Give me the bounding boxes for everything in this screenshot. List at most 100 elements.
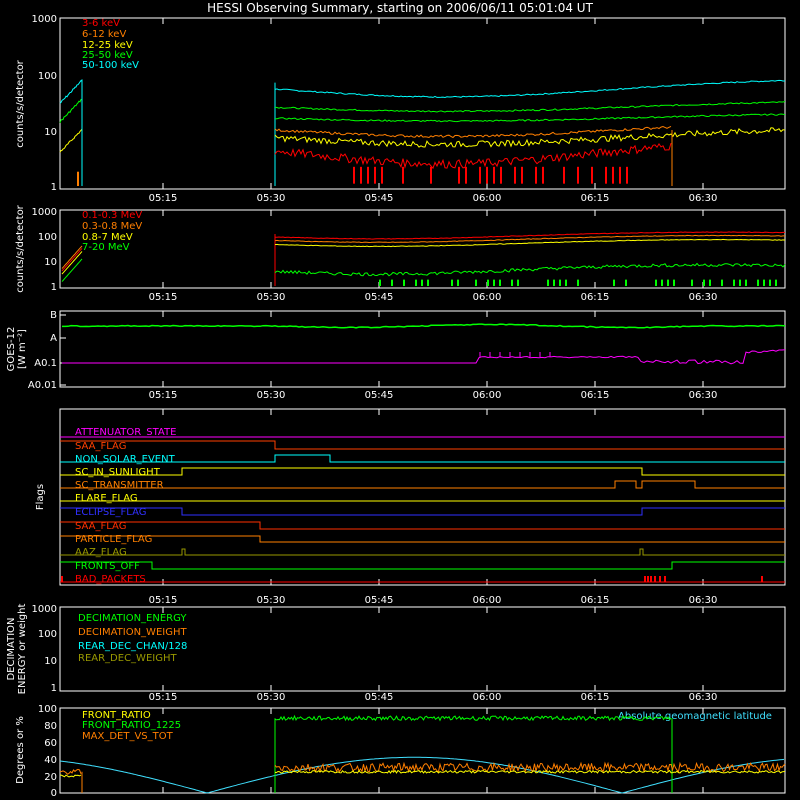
time-tick-label: 06:15 <box>581 595 610 606</box>
goes-ylabel-units: [W m⁻²] <box>17 329 28 369</box>
flag-line-transmitter <box>60 480 785 489</box>
panel-frame-lightcurves <box>59 17 786 190</box>
figure-title: HESSI Observing Summary, starting on 200… <box>207 1 593 15</box>
time-tick-label: 05:45 <box>365 595 394 606</box>
panel-frame-high-energy <box>59 209 786 289</box>
geomag-latitude-line <box>59 756 785 794</box>
time-tick-label: 05:45 <box>365 193 394 204</box>
series-line-pre <box>61 248 83 272</box>
y-tick-label: 80 <box>44 721 57 732</box>
ratios-ylabel: Degrees or % <box>15 716 26 784</box>
high-energy-ylabel: counts/s/detector <box>15 204 26 292</box>
max-det-line <box>274 761 786 774</box>
time-tick-label: 06:30 <box>689 193 718 204</box>
time-tick-label: 05:45 <box>365 390 394 401</box>
flag-line-non-solar <box>60 454 785 463</box>
time-tick-label: 06:30 <box>689 390 718 401</box>
series-line-0.1-0.3 <box>275 231 785 240</box>
legend-entry: 50-100 keV <box>82 60 139 71</box>
chart-marks <box>59 18 786 794</box>
flag-label: SC_IN_SUNLIGHT <box>75 467 161 478</box>
y-tick-label: 1000 <box>32 14 57 25</box>
y-tick-label: A0.01 <box>28 380 57 391</box>
time-tick-label: 05:30 <box>257 595 286 606</box>
legend-entry: FRONT_RATIO <box>82 710 151 721</box>
time-tick-label: 05:15 <box>149 292 178 303</box>
annotation-geomag-latitude: Absolute geomagnetic latitude <box>618 711 772 722</box>
time-axis-labels: 05:15 05:30 05:45 06:00 06:15 06:30 05:15 05:30… <box>149 193 718 703</box>
decimation-ylabel-2: ENERGY or weight <box>17 604 28 695</box>
series-line-6-12 <box>274 125 672 139</box>
panel-frame-ratios <box>59 707 786 794</box>
series-line-pre <box>61 251 83 275</box>
flag-label: FRONTS_OFF <box>75 561 140 572</box>
panel-frame-decimation <box>59 606 786 692</box>
panel-frame-flags <box>59 408 786 586</box>
goes-long-channel <box>62 323 786 329</box>
flag-label: SAA_FLAG <box>75 441 126 452</box>
y-tick-label: 1000 <box>32 604 57 615</box>
flag-label: FLARE_FLAG <box>75 493 138 504</box>
time-tick-label: 06:15 <box>581 193 610 204</box>
y-tick-label: 1 <box>51 182 57 193</box>
legend-entry: 25-50 keV <box>82 50 133 61</box>
legend-entry: MAX_DET_VS_TOT <box>82 731 174 742</box>
time-tick-label: 05:15 <box>149 595 178 606</box>
flag-line-aaz <box>60 548 785 556</box>
flag-label: ECLIPSE_FLAG <box>75 507 146 518</box>
flags-ylabel: Flags <box>35 484 46 510</box>
time-tick-label: 06:30 <box>689 692 718 703</box>
y-tick-label: 100 <box>38 704 57 715</box>
series-line-pre <box>59 98 83 123</box>
flag-label: ATTENUATOR_STATE <box>75 427 176 438</box>
legend-entry: DECIMATION_ENERGY <box>78 613 187 624</box>
time-tick-label: 06:15 <box>581 390 610 401</box>
lightcurves-ylabel: counts/s/detector <box>15 59 26 147</box>
y-tick-label: 20 <box>44 772 57 783</box>
flag-label: AAZ_FLAG <box>75 547 127 558</box>
flag-line-gap <box>60 440 785 450</box>
legend-entry: 0.8-7 MeV <box>82 232 133 243</box>
time-tick-label: 05:15 <box>149 193 178 204</box>
time-tick-label: 06:00 <box>473 193 502 204</box>
y-tick-label: 10 <box>44 257 57 268</box>
flag-line-eclipse <box>60 507 785 516</box>
time-tick-label: 05:30 <box>257 292 286 303</box>
time-tick-label: 05:15 <box>149 390 178 401</box>
series-line-pre <box>59 128 83 153</box>
time-tick-label: 06:00 <box>473 595 502 606</box>
y-tick-label: A0.1 <box>34 358 57 369</box>
y-tick-label: 100 <box>38 71 57 82</box>
legend-entry: REAR_DEC_CHAN/128 <box>78 641 187 652</box>
y-tick-label: 1000 <box>32 207 57 218</box>
legend-entry: 7-20 MeV <box>82 242 130 253</box>
y-tick-label: 10 <box>44 127 57 138</box>
time-tick-label: 05:30 <box>257 390 286 401</box>
series-line-7-20 <box>274 262 786 277</box>
flag-line-particle <box>60 535 785 543</box>
legend-entry: 6-12 keV <box>82 29 126 40</box>
time-tick-label: 06:00 <box>473 390 502 401</box>
y-tick-label: 1 <box>51 282 57 293</box>
time-tick-label: 05:45 <box>365 692 394 703</box>
legend-entry: DECIMATION_WEIGHT <box>78 627 187 638</box>
series-line-pre <box>61 245 83 269</box>
y-tick-label: 0 <box>51 788 57 799</box>
y-tick-label: 60 <box>44 738 57 749</box>
flag-label: SAA_FLAG <box>75 521 126 532</box>
time-tick-label: 06:00 <box>473 692 502 703</box>
time-tick-label: 06:15 <box>581 292 610 303</box>
time-tick-label: 05:30 <box>257 193 286 204</box>
time-tick-label: 06:15 <box>581 692 610 703</box>
flag-line-sunlight <box>60 467 785 476</box>
time-tick-label: 06:30 <box>689 595 718 606</box>
series-line-0.3-0.8 <box>274 234 785 244</box>
flag-label: PARTICLE_FLAG <box>75 534 152 545</box>
flag-label: BAD_PACKETS <box>75 574 146 585</box>
y-tick-label: 100 <box>38 232 57 243</box>
goes-ylabel: GOES-12 <box>6 327 17 372</box>
series-line-pre <box>61 258 83 282</box>
flag-line-saa <box>60 521 785 530</box>
series-line-50-100 <box>274 79 785 99</box>
